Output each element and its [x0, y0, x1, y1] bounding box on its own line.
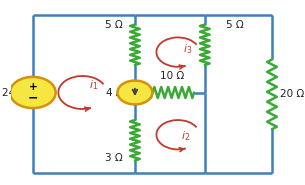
Text: $i_2$: $i_2$	[181, 129, 191, 143]
Text: 10 Ω: 10 Ω	[160, 70, 185, 80]
Text: $i_1$: $i_1$	[89, 78, 98, 92]
Circle shape	[10, 77, 56, 108]
Text: 5 Ω: 5 Ω	[105, 21, 123, 31]
Text: 3 Ω: 3 Ω	[105, 153, 123, 163]
Circle shape	[117, 80, 152, 105]
Text: 4 A: 4 A	[106, 88, 123, 97]
Text: 5 Ω: 5 Ω	[226, 21, 244, 31]
Text: 20 Ω: 20 Ω	[280, 89, 304, 99]
Text: 24 V: 24 V	[2, 88, 26, 97]
Text: −: −	[27, 92, 38, 105]
Text: +: +	[28, 82, 37, 92]
Text: $i_3$: $i_3$	[183, 42, 192, 56]
